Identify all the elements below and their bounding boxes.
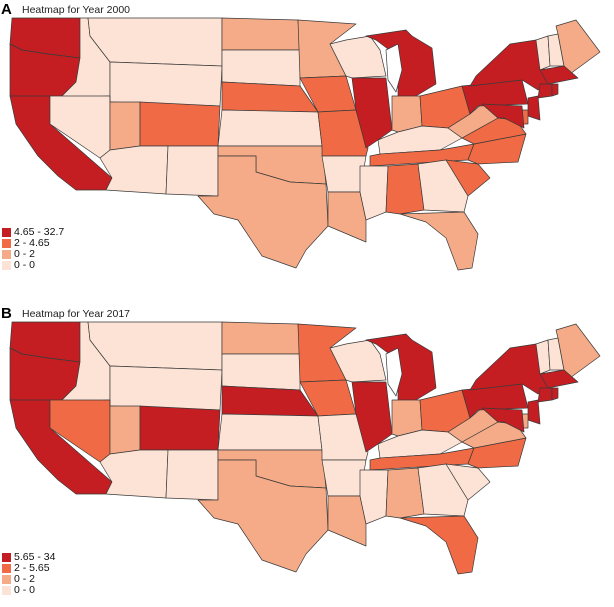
state-ne — [221, 385, 319, 417]
state-ga — [417, 463, 469, 517]
state-ks — [217, 109, 323, 147]
state-md — [481, 407, 525, 433]
state-nc — [467, 437, 527, 469]
legend-item: 2 - 5.65 — [2, 563, 55, 574]
state-mt — [87, 321, 223, 371]
legend-swatch — [2, 261, 11, 270]
state-nd — [221, 17, 301, 51]
state-fl — [399, 211, 479, 271]
legend: 4.65 - 32.7 2 - 4.65 0 - 2 0 - 0 — [2, 227, 64, 271]
state-ut — [109, 95, 141, 151]
state-nj — [527, 95, 541, 121]
state-ri — [551, 387, 559, 401]
state-ct — [537, 83, 553, 99]
state-mt — [87, 17, 223, 67]
state-ri — [551, 83, 559, 97]
legend-item: 0 - 0 — [2, 585, 55, 596]
legend-swatch — [2, 564, 11, 573]
state-la — [327, 191, 367, 243]
state-ma — [539, 65, 579, 85]
state-nm — [165, 145, 219, 197]
legend-item: 0 - 2 — [2, 249, 64, 260]
state-nc — [467, 133, 527, 165]
state-nm — [165, 449, 219, 501]
legend-label: 4.65 - 32.7 — [14, 226, 65, 238]
state-ut — [109, 399, 141, 455]
state-sc — [445, 159, 491, 197]
legend-swatch — [2, 575, 11, 584]
legend-label: 2 - 4.65 — [14, 237, 50, 249]
legend-swatch — [2, 239, 11, 248]
legend: 5.65 - 34 2 - 5.65 0 - 2 0 - 0 — [2, 552, 55, 596]
legend-swatch — [2, 586, 11, 595]
state-ks — [217, 413, 323, 451]
legend-swatch — [2, 553, 11, 562]
state-fl — [399, 515, 479, 575]
state-wy — [109, 61, 223, 107]
state-ne — [221, 81, 319, 113]
legend-swatch — [2, 228, 11, 237]
state-wy — [109, 365, 223, 411]
state-az — [99, 145, 169, 195]
state-la — [327, 495, 367, 547]
state-ar — [321, 155, 367, 193]
state-in — [391, 399, 423, 437]
panel-title: Heatmap for Year 2000 — [22, 4, 130, 16]
legend-label: 2 - 5.65 — [14, 562, 50, 574]
state-sc — [445, 463, 491, 501]
legend-label: 0 - 2 — [14, 573, 36, 585]
state-sd — [221, 49, 301, 87]
legend-label: 5.65 - 34 — [14, 551, 56, 563]
legend-item: 2 - 4.65 — [2, 238, 64, 249]
state-nj — [527, 399, 541, 425]
state-ms — [359, 469, 389, 525]
panel-letter: B — [1, 305, 12, 322]
legend-swatch — [2, 250, 11, 259]
panel-a: A Heatmap for Year 2000 4.65 - 32.7 2 - … — [0, 0, 614, 303]
state-sd — [221, 353, 301, 391]
state-ma — [539, 369, 579, 389]
state-al — [385, 467, 425, 519]
legend-label: 0 - 0 — [14, 584, 36, 596]
legend-item: 0 - 2 — [2, 574, 55, 585]
state-al — [385, 163, 425, 215]
us-map — [9, 321, 601, 575]
legend-item: 4.65 - 32.7 — [2, 227, 64, 238]
state-tx — [197, 155, 329, 269]
state-ms — [359, 165, 389, 221]
state-az — [99, 449, 169, 499]
state-nd — [221, 321, 301, 355]
panel-b: B Heatmap for Year 2017 5.65 - 34 2 - 5.… — [0, 304, 614, 607]
lake-michigan — [385, 347, 403, 397]
legend-item: 0 - 0 — [2, 260, 64, 271]
state-ct — [537, 387, 553, 403]
panel-letter: A — [1, 1, 12, 18]
state-md — [481, 103, 525, 129]
us-map — [9, 17, 601, 271]
legend-label: 0 - 0 — [14, 259, 36, 271]
state-ga — [417, 159, 469, 213]
lake-michigan — [385, 43, 403, 93]
state-co — [139, 101, 221, 147]
state-co — [139, 405, 221, 451]
state-in — [391, 95, 423, 133]
legend-item: 5.65 - 34 — [2, 552, 55, 563]
panel-title: Heatmap for Year 2017 — [22, 308, 130, 320]
state-tx — [197, 459, 329, 573]
state-ar — [321, 459, 367, 497]
legend-label: 0 - 2 — [14, 248, 36, 260]
